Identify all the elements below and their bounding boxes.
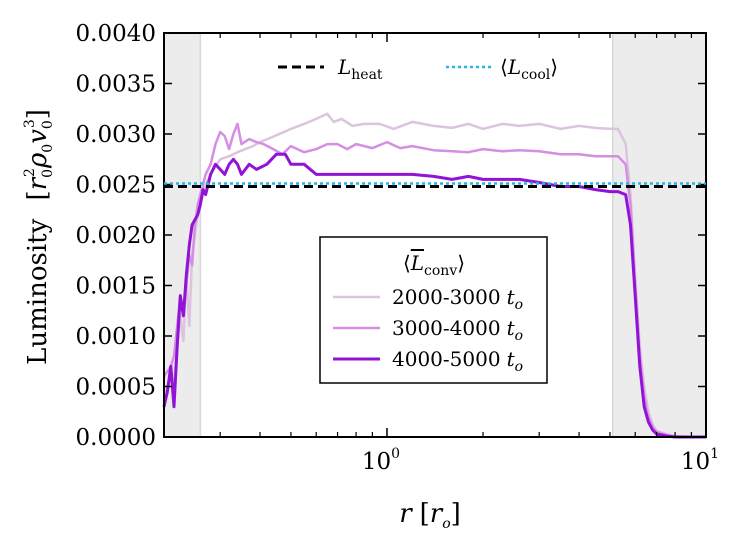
y-tick-label: 0.0005 [76, 375, 156, 401]
y-tick-label: 0.0000 [76, 425, 156, 451]
y-tick-label: 0.0035 [76, 72, 156, 98]
legend-cool-label: ⟨Lcool⟩ [500, 55, 558, 83]
y-axis-title-text: Luminosity [23, 218, 53, 364]
legend-heat-label: Lheat [337, 55, 383, 83]
x-axis-ticks: 100 101 [163, 33, 719, 475]
y-axis-ticks: 0.0000 0.0005 0.0010 0.0015 0.0020 0.0025 0.00… [76, 21, 706, 451]
x-axis-title: r [ro] [399, 499, 461, 532]
series-legend: ⟨Lconv⟩ 2000-3000 to 3000-4000 to 4000-5000 t… [319, 236, 548, 384]
reference-lines [164, 182, 706, 189]
legend-label-2000-3000: 2000-3000 to [392, 285, 523, 313]
svg-text:r[ro]: r [ro] [399, 499, 461, 532]
series-lines [162, 112, 706, 439]
shaded-regions [164, 33, 706, 437]
legend-label-3000-4000: 3000-4000 to [392, 316, 523, 344]
y-tick-label: 0.0040 [76, 21, 156, 47]
series-line-4000-5000 [162, 152, 706, 439]
y-tick-label: 0.0025 [76, 173, 156, 199]
y-tick-label: 0.0015 [76, 274, 156, 300]
svg-text:Luminosity [r02ρ0v03]: Luminosity [r02ρ0v03] [22, 109, 56, 365]
x-tick-label: 101 [681, 446, 719, 475]
reference-legend: Lheat ⟨Lcool⟩ [278, 55, 558, 83]
y-tick-label: 0.0020 [76, 223, 156, 249]
legend-title: ⟨Lconv⟩ [403, 251, 465, 279]
y-axis-title: Luminosity [r02ρ0v03] [22, 109, 56, 365]
y-tick-label: 0.0010 [76, 324, 156, 350]
x-tick-label: 100 [362, 446, 400, 475]
shaded-region-1 [612, 33, 706, 437]
legend-label-4000-5000: 4000-5000 to [392, 347, 523, 375]
y-tick-label: 0.0030 [76, 122, 156, 148]
